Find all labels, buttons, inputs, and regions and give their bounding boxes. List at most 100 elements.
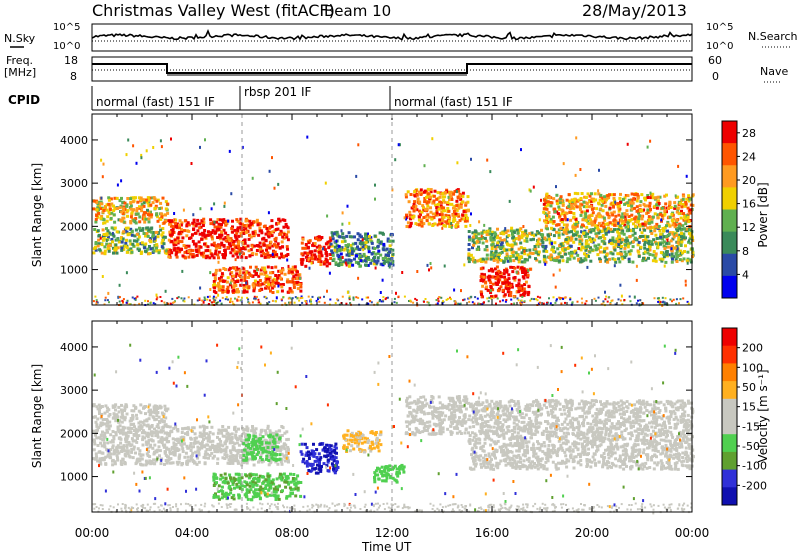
- echo-cell: [296, 273, 300, 277]
- echo-cell: [233, 250, 237, 254]
- echo-cell: [515, 290, 519, 294]
- echo-cell: [630, 192, 634, 196]
- echo-cell: [267, 286, 271, 290]
- echo-cell: [372, 262, 376, 266]
- echo-point: [381, 278, 384, 282]
- echo-point: [340, 229, 343, 233]
- echo-cell: [276, 281, 280, 285]
- echo-cell: [636, 220, 639, 224]
- echo-cell: [330, 249, 334, 253]
- echo-point: [328, 271, 331, 275]
- echo-cell: [516, 284, 520, 288]
- echo-cell: [299, 283, 303, 286]
- echo-cell: [121, 458, 125, 461]
- echo-point: [486, 158, 489, 162]
- echo-cell: [199, 245, 203, 249]
- echo-point: [550, 242, 553, 246]
- echo-cell: [606, 194, 610, 198]
- echo-point: [208, 295, 211, 298]
- echo-cell: [604, 198, 608, 202]
- echo-point: [458, 303, 461, 306]
- echo-point: [147, 300, 149, 303]
- nave-label: Nave: [760, 65, 788, 78]
- echo-cell: [123, 405, 127, 409]
- echo-cell: [454, 224, 458, 228]
- echo-cell: [376, 244, 380, 248]
- echo-cell: [659, 233, 663, 237]
- echo-cell: [109, 448, 113, 452]
- echo-point: [348, 221, 351, 225]
- echo-cell: [362, 252, 366, 256]
- echo-cell: [456, 224, 460, 228]
- echo-cell: [501, 288, 505, 292]
- echo-point: [687, 302, 690, 305]
- echo-cell: [596, 253, 600, 257]
- echo-cell: [575, 205, 579, 209]
- echo-point: [520, 301, 523, 304]
- echo-cell: [635, 199, 639, 203]
- echo-cell: [627, 215, 631, 218]
- echo-cell: [434, 203, 438, 207]
- echo-cell: [296, 287, 300, 291]
- echo-cell: [164, 207, 168, 211]
- echo-cell: [266, 234, 270, 238]
- echo-cell: [103, 252, 107, 256]
- echo-point: [237, 295, 240, 298]
- echo-cell: [235, 272, 239, 276]
- echo-point: [670, 247, 673, 251]
- echo-cell: [172, 447, 176, 451]
- echo-cell: [419, 193, 423, 196]
- echo-point: [449, 296, 451, 299]
- echo-cell: [159, 217, 163, 221]
- echo-cell: [119, 459, 123, 463]
- echo-cell: [264, 431, 268, 435]
- echo-point: [520, 302, 523, 305]
- echo-point: [335, 239, 338, 243]
- echo-cell: [109, 216, 113, 220]
- echo-cell: [216, 461, 220, 465]
- echo-cell: [665, 241, 668, 245]
- echo-cell: [420, 218, 424, 222]
- echo-point: [460, 289, 462, 293]
- echo-cell: [162, 221, 166, 225]
- echo-cell: [601, 215, 605, 219]
- echo-cell: [126, 209, 130, 213]
- echo-cell: [276, 242, 280, 246]
- echo-cell: [183, 250, 187, 254]
- echo-cell: [130, 437, 134, 441]
- echo-point: [557, 296, 560, 299]
- echo-cell: [149, 237, 153, 240]
- echo-cell: [595, 207, 599, 211]
- echo-point: [393, 301, 396, 304]
- echo-cell: [277, 429, 281, 433]
- echo-cell: [165, 409, 169, 412]
- echo-cell: [225, 288, 229, 291]
- echo-cell: [326, 240, 330, 244]
- echo-point: [527, 269, 530, 273]
- echo-cell: [656, 245, 660, 249]
- echo-point: [520, 299, 523, 302]
- echo-cell: [542, 210, 546, 214]
- echo-cell: [202, 232, 206, 236]
- echo-cell: [683, 227, 687, 231]
- echo-cell: [95, 436, 99, 440]
- echo-cell: [120, 445, 124, 449]
- echo-cell: [495, 282, 499, 286]
- echo-point: [240, 299, 243, 302]
- echo-cell: [665, 235, 668, 238]
- echo-point: [280, 298, 283, 301]
- echo-cell: [636, 196, 640, 200]
- echo-cell: [534, 247, 538, 251]
- echo-point: [549, 302, 552, 305]
- echo-cell: [270, 225, 274, 229]
- echo-cell: [494, 277, 498, 281]
- echo-cell: [350, 252, 354, 256]
- echo-cell: [260, 287, 264, 291]
- echo-point: [209, 271, 212, 275]
- echo-point: [427, 301, 430, 304]
- echo-cell: [192, 227, 196, 231]
- echo-point: [217, 260, 220, 264]
- echo-cell: [282, 454, 286, 458]
- echo-point: [336, 298, 339, 301]
- echo-cell: [152, 410, 155, 414]
